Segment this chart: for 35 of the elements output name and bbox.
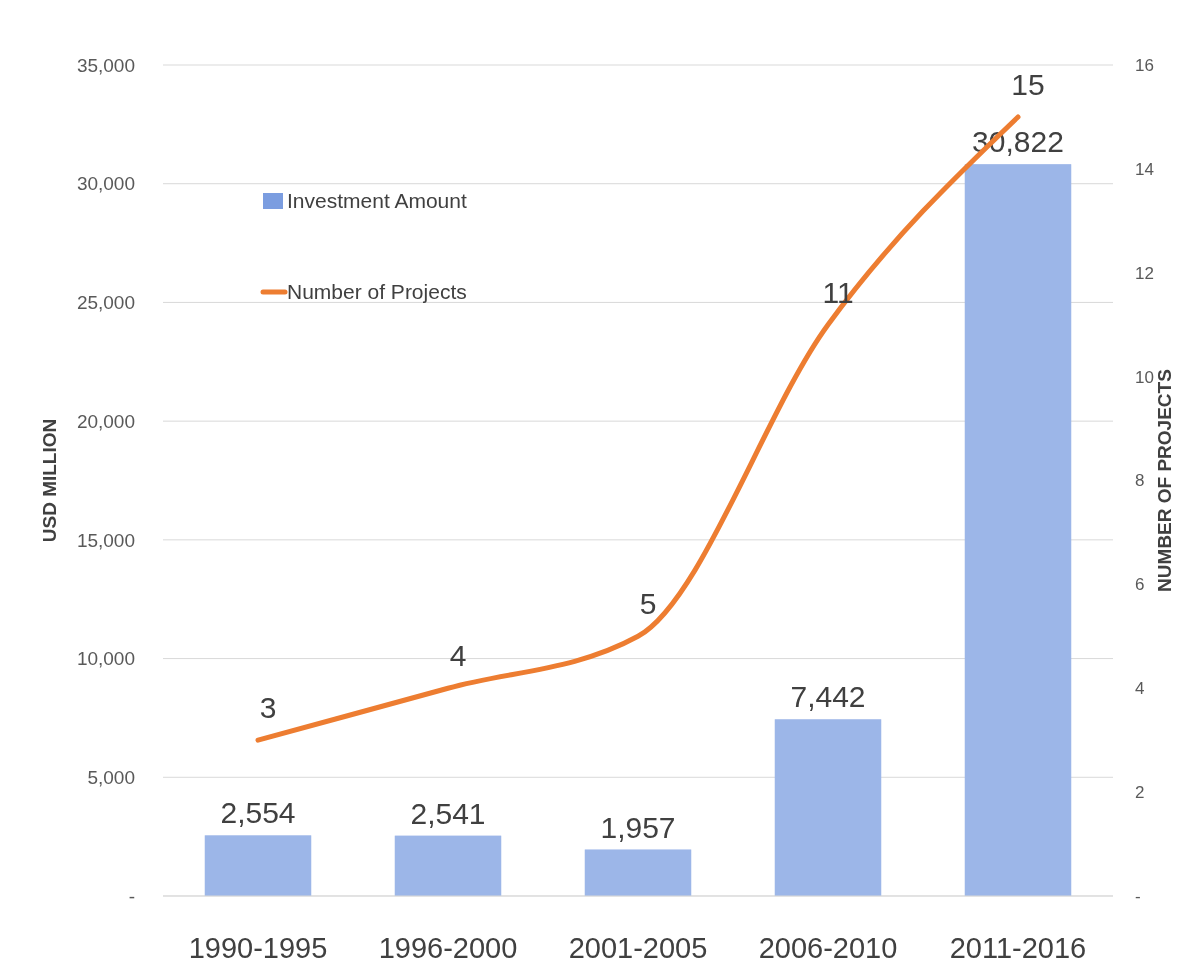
y-tick-label: 25,000 <box>76 292 135 314</box>
y-tick-label: - <box>128 885 135 907</box>
y-tick-label: 10,000 <box>76 648 135 670</box>
legend-label: Number of Projects <box>287 280 467 304</box>
y-tick-label: 15,000 <box>76 529 135 551</box>
y-tick-label: 5,000 <box>87 766 135 788</box>
x-tick-label: 2006-2010 <box>758 932 898 964</box>
data-label: 11 <box>822 275 854 309</box>
data-label: 1,957 <box>600 810 676 844</box>
y2-tick-label: 4 <box>1135 679 1145 699</box>
x-tick-label: 2001-2005 <box>568 932 708 964</box>
x-tick-label: 2011-2016 <box>949 932 1087 964</box>
y-axis-title: USD MILLION <box>39 418 60 543</box>
y-tick-label: 30,000 <box>76 173 135 195</box>
y2-tick-label: - <box>1135 886 1141 906</box>
data-label: 15 <box>1011 67 1045 101</box>
y2-tick-label: 12 <box>1135 263 1154 283</box>
data-label: 4 <box>449 639 467 673</box>
data-label: 3 <box>259 691 277 725</box>
data-label: 5 <box>639 587 657 621</box>
y2-tick-label: 6 <box>1135 575 1145 595</box>
x-tick-label: 1990-1995 <box>188 932 328 964</box>
x-tick-label: 1996-2000 <box>378 932 518 964</box>
y2-axis-title: NUMBER OF PROJECTS <box>1154 369 1175 592</box>
data-label: 2,541 <box>410 796 486 830</box>
data-label: 2,554 <box>220 796 296 830</box>
y-tick-label: 35,000 <box>76 54 135 76</box>
data-label: 7,442 <box>790 680 866 714</box>
y2-tick-label: 10 <box>1135 367 1154 387</box>
y-tick-label: 20,000 <box>76 410 135 432</box>
y2-tick-label: 14 <box>1135 159 1154 179</box>
legend-label: Investment Amount <box>287 189 467 213</box>
y2-tick-label: 2 <box>1135 783 1145 803</box>
y2-tick-label: 8 <box>1135 471 1145 491</box>
y2-tick-label: 16 <box>1135 55 1154 75</box>
